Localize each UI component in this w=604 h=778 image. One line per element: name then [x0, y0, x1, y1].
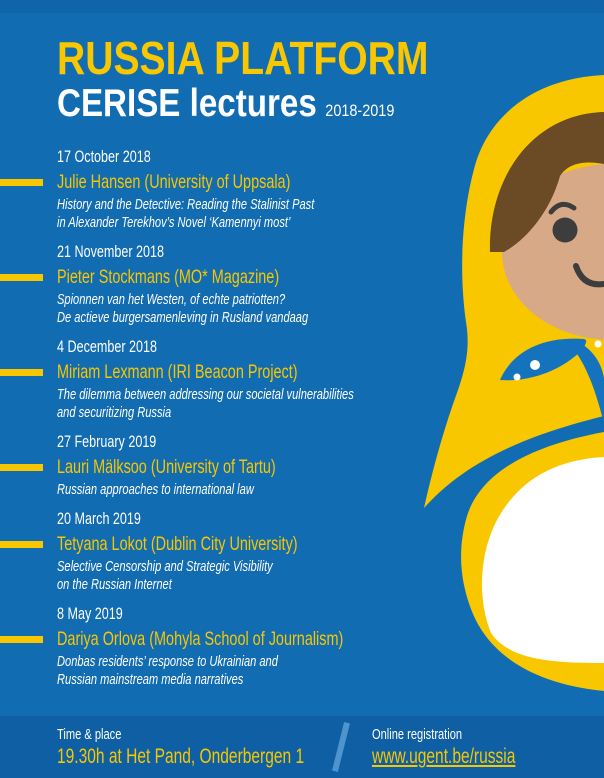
- time-place-value: 19.30h at Het Pand, Onderbergen 1: [57, 745, 305, 768]
- lecture-marker-bar: [0, 369, 43, 376]
- lecture-topic-line: De actieve burgersamenleving in Rusland …: [57, 309, 309, 326]
- registration-url-link[interactable]: www.ugent.be/russia: [372, 745, 516, 768]
- doll-scarf-dot: [594, 340, 602, 348]
- lecture-date: 4 December 2018: [57, 337, 158, 356]
- doll-eyebrow-icon: [548, 201, 577, 215]
- poster-season: 2018-2019: [325, 101, 395, 120]
- lecture-date: 27 February 2019: [57, 432, 157, 451]
- lecture-topic-line: Donbas residents’ response to Ukrainian …: [57, 653, 278, 670]
- lecture-speaker: Dariya Orlova (Mohyla School of Journali…: [57, 628, 344, 650]
- lecture-marker-bar: [0, 636, 43, 643]
- doll-scarf-band: [574, 342, 604, 424]
- lecture-item: 8 May 2019 Dariya Orlova (Mohyla School …: [0, 604, 458, 689]
- lecture-marker-bar: [0, 274, 43, 281]
- lecture-topic-line: Russian approaches to international law: [57, 481, 254, 498]
- lecture-topic-line: in Alexander Terekhov’s Novel ‘Kamennyi …: [57, 214, 291, 231]
- lecture-topic-line: and securitizing Russia: [57, 404, 172, 421]
- lecture-topic-line: Russian mainstream media narratives: [57, 671, 244, 688]
- top-band: [0, 0, 604, 13]
- footer-time-block: Time & place 19.30h at Het Pand, Onderbe…: [57, 725, 391, 769]
- lecture-speaker: Pieter Stockmans (MO* Magazine): [57, 266, 280, 288]
- doll-scarf-dot: [530, 360, 540, 370]
- lecture-topic-line: The dilemma between addressing our socie…: [57, 386, 354, 403]
- online-registration-label: Online registration: [372, 726, 463, 743]
- lecture-speaker: Julie Hansen (University of Uppsala): [57, 171, 291, 193]
- lecture-list: 17 October 2018 Julie Hansen (University…: [0, 147, 458, 699]
- doll-eye-icon: [552, 217, 578, 243]
- lecture-item: 27 February 2019 Lauri Mälksoo (Universi…: [0, 432, 458, 499]
- doll-belly: [481, 457, 604, 663]
- lecture-item: 21 November 2018 Pieter Stockmans (MO* M…: [0, 242, 458, 327]
- lecture-speaker: Miriam Lexmann (IRI Beacon Project): [57, 361, 298, 383]
- lecture-speaker: Tetyana Lokot (Dublin City University): [57, 533, 298, 555]
- lecture-date: 20 March 2019: [57, 509, 141, 528]
- lecture-speaker: Lauri Mälksoo (University of Tartu): [57, 456, 276, 478]
- footer-registration-block: Online registration www.ugent.be/russia: [372, 725, 566, 769]
- lecture-marker-bar: [0, 541, 43, 548]
- lecture-item: 20 March 2019 Tetyana Lokot (Dublin City…: [0, 509, 458, 594]
- lecture-topic-line: Spionnen van het Westen, of echte patrio…: [57, 291, 286, 308]
- poster-subtitle: CERISE lectures 2018-2019: [57, 84, 428, 131]
- poster-subtitle-text: CERISE lectures: [57, 82, 317, 125]
- doll-smile-icon: [573, 263, 604, 288]
- lecture-marker-bar: [0, 179, 43, 186]
- lecture-date: 8 May 2019: [57, 604, 123, 623]
- lecture-date: 21 November 2018: [57, 242, 164, 261]
- lecture-topic-line: History and the Detective: Reading the S…: [57, 196, 315, 213]
- poster-title: RUSSIA PLATFORM: [57, 32, 429, 84]
- lecture-topic-line: Selective Censorship and Strategic Visib…: [57, 558, 273, 575]
- lecture-topic-line: on the Russian Internet: [57, 576, 172, 593]
- doll-body: [461, 432, 604, 691]
- lecture-item: 4 December 2018 Miriam Lexmann (IRI Beac…: [0, 337, 458, 422]
- lecture-marker-bar: [0, 464, 43, 471]
- lecture-date: 17 October 2018: [57, 147, 151, 166]
- lecture-item: 17 October 2018 Julie Hansen (University…: [0, 147, 458, 232]
- doll-face: [502, 164, 604, 340]
- doll-scarf-bow: [500, 338, 587, 381]
- doll-scarf-dot: [513, 373, 521, 381]
- time-place-label: Time & place: [57, 726, 122, 743]
- footer-bar: Time & place 19.30h at Het Pand, Onderbe…: [0, 716, 604, 778]
- doll-hair: [489, 112, 604, 252]
